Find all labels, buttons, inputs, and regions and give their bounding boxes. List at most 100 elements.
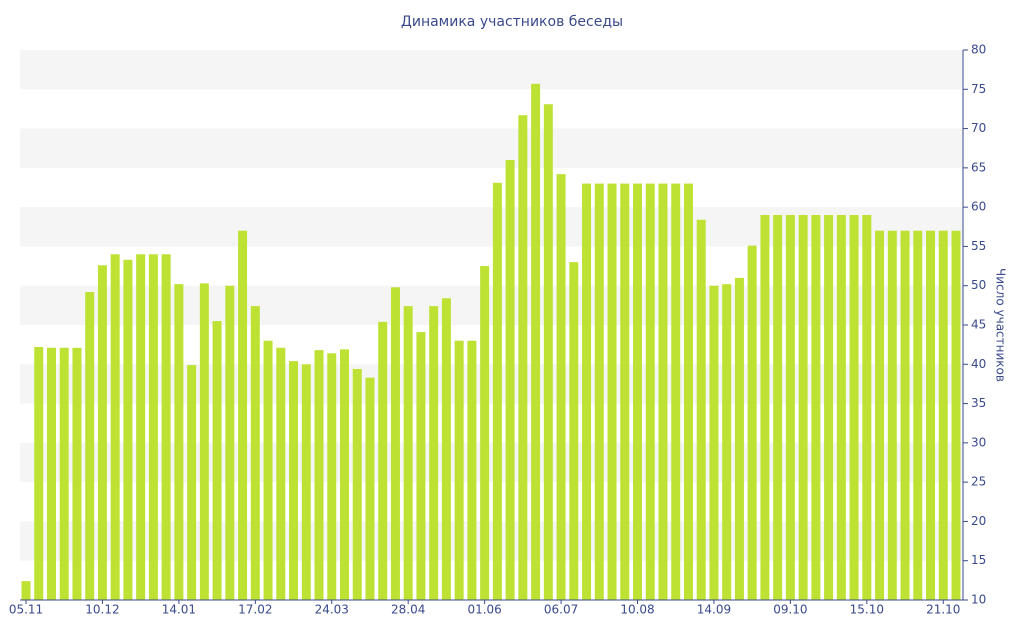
bar [926, 230, 936, 600]
bar [569, 262, 579, 600]
bar [161, 254, 171, 601]
bar [187, 365, 197, 600]
bar [59, 347, 69, 600]
y-tick-label: 80 [971, 43, 986, 57]
bar [734, 277, 744, 600]
x-tick-label: 01.06 [467, 603, 501, 617]
bar [505, 160, 515, 600]
bar [683, 183, 693, 601]
bar [811, 215, 821, 600]
bar [454, 340, 464, 600]
y-tick-label: 40 [971, 357, 986, 371]
bar [913, 230, 923, 600]
stripe [20, 364, 963, 404]
bar [21, 581, 31, 600]
bar [72, 347, 82, 600]
bar [225, 285, 235, 600]
x-tick-label: 06.07 [544, 603, 578, 617]
bar [339, 349, 349, 600]
bar [709, 285, 719, 600]
bar [110, 254, 120, 601]
bar [212, 321, 222, 600]
bar [951, 230, 961, 600]
bar [136, 254, 146, 601]
y-tick-label: 30 [971, 435, 986, 449]
y-tick-label: 75 [971, 82, 986, 96]
bar [798, 215, 808, 600]
bar [887, 230, 897, 600]
bar [543, 104, 553, 600]
x-tick-label: 14.09 [697, 603, 731, 617]
bar [352, 369, 362, 600]
bar [85, 292, 95, 600]
bar [416, 332, 426, 600]
bar [301, 364, 311, 600]
bar [263, 340, 273, 600]
y-tick-label: 15 [971, 553, 986, 567]
y-tick-label: 35 [971, 396, 986, 410]
y-tick-label: 65 [971, 160, 986, 174]
bar [250, 306, 260, 600]
bar [327, 353, 337, 600]
y-tick-label: 20 [971, 514, 986, 528]
bar [658, 183, 668, 601]
y-axis-label: Число участников [994, 268, 1008, 382]
bar [633, 183, 643, 601]
bar [390, 287, 400, 600]
bar [289, 361, 299, 600]
bar [696, 219, 706, 600]
x-tick-label: 17.02 [238, 603, 272, 617]
bar [480, 266, 490, 600]
bar [849, 215, 859, 600]
bar [582, 183, 592, 601]
bar [938, 230, 948, 600]
bar [365, 377, 375, 600]
y-tick-label: 10 [971, 593, 986, 607]
x-tick-label: 28.04 [391, 603, 425, 617]
bar [836, 215, 846, 600]
bar [760, 215, 770, 600]
bar [747, 245, 757, 600]
y-tick-label: 25 [971, 475, 986, 489]
bar [174, 284, 184, 600]
bar [556, 174, 566, 600]
y-tick-label: 60 [971, 200, 986, 214]
bar [467, 340, 477, 600]
bar [620, 183, 630, 601]
bar [123, 259, 133, 600]
bar [785, 215, 795, 600]
x-tick-label: 15.10 [850, 603, 884, 617]
y-tick-label: 70 [971, 121, 986, 135]
bar [518, 115, 528, 600]
bar [148, 254, 158, 601]
bar [824, 215, 834, 600]
bar [900, 230, 910, 600]
stripe [20, 128, 963, 168]
stripe [20, 521, 963, 561]
y-tick-label: 45 [971, 318, 986, 332]
bar [441, 298, 451, 600]
bar [199, 283, 209, 600]
x-tick-label: 24.03 [315, 603, 349, 617]
x-tick-label: 10.12 [85, 603, 119, 617]
x-tick-label: 21.10 [926, 603, 960, 617]
bar [314, 350, 324, 600]
bar [607, 183, 617, 601]
y-tick-label: 55 [971, 239, 986, 253]
stripe [20, 207, 963, 247]
bar [429, 306, 439, 600]
bar [34, 347, 44, 600]
bar [238, 230, 248, 600]
x-tick-label: 09.10 [773, 603, 807, 617]
bar [645, 183, 655, 601]
stripe [20, 442, 963, 483]
bar [378, 321, 388, 600]
y-tick-label: 50 [971, 278, 986, 292]
x-tick-label: 14.01 [162, 603, 196, 617]
bar [97, 265, 107, 600]
bar [492, 182, 502, 601]
bar [862, 215, 872, 600]
bar [875, 230, 885, 600]
bar [276, 347, 286, 600]
